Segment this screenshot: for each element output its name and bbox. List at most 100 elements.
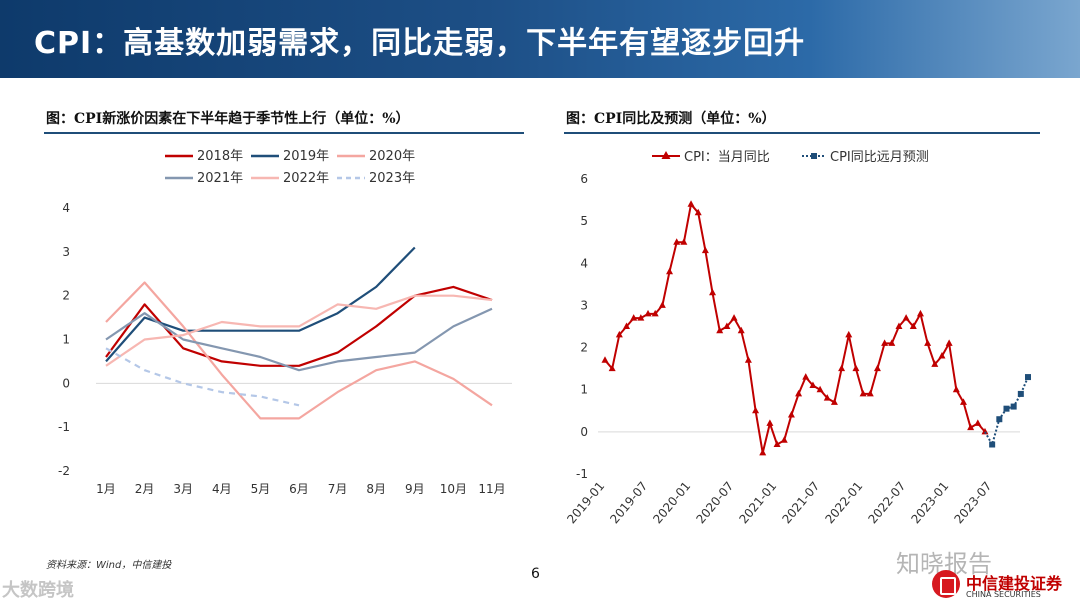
- right-point-marker: [608, 364, 616, 372]
- right-point-marker: [730, 314, 738, 321]
- right-point-marker: [737, 326, 745, 334]
- right-point-marker: [996, 416, 1003, 423]
- left-x-tick-label: 10月: [440, 482, 467, 496]
- right-point-marker: [823, 394, 831, 401]
- left-figure-title: 图：CPI新涨价因素在下半年趋于季节性上行（单位：%）: [46, 111, 410, 127]
- left-x-tick-label: 3月: [173, 482, 193, 496]
- left-legend-label: 2018年: [197, 149, 243, 164]
- right-point-marker: [974, 419, 982, 426]
- right-point-marker: [909, 322, 917, 329]
- right-point-marker: [881, 339, 889, 346]
- right-y-tick-label: 3: [580, 298, 588, 312]
- right-point-marker: [952, 385, 960, 393]
- right-point-marker: [759, 448, 767, 456]
- right-point-marker: [1025, 374, 1031, 381]
- right-series-line: [604, 203, 986, 454]
- right-point-marker: [873, 364, 881, 372]
- right-point-marker: [744, 356, 752, 363]
- left-y-tick-label: 3: [62, 245, 70, 259]
- right-point-marker: [787, 411, 795, 418]
- footer-source: 资料来源：Wind，中信建投: [46, 560, 172, 571]
- right-x-tick-label: 2023-07: [951, 479, 994, 526]
- left-x-tick-label: 2月: [135, 482, 155, 496]
- right-legend-label: CPI同比远月预测: [830, 150, 929, 165]
- right-point-marker: [809, 381, 817, 388]
- right-point-marker: [766, 419, 774, 426]
- left-y-tick-label: 2: [62, 289, 70, 303]
- right-point-marker: [1003, 405, 1010, 412]
- right-y-tick-label: 0: [580, 425, 588, 439]
- left-series-line: [105, 294, 493, 367]
- left-y-tick-label: 4: [62, 201, 70, 215]
- right-point-marker: [615, 330, 623, 338]
- left-x-tick-label: 6月: [289, 482, 309, 496]
- left-legend-label: 2020年: [369, 149, 415, 164]
- left-x-tick-label: 5月: [251, 482, 271, 496]
- right-point-marker: [959, 398, 967, 405]
- left-x-tick-label: 11月: [478, 482, 505, 496]
- right-point-marker: [673, 238, 681, 245]
- right-y-tick-label: 5: [580, 214, 588, 228]
- right-point-marker: [701, 246, 709, 254]
- left-legend-label: 2019年: [283, 149, 329, 164]
- left-x-tick-label: 7月: [328, 482, 348, 496]
- right-point-marker: [637, 314, 645, 321]
- right-point-marker: [802, 373, 810, 380]
- right-x-tick-label: 2023-01: [908, 479, 951, 526]
- right-point-marker: [888, 339, 896, 346]
- right-point-marker: [773, 440, 781, 447]
- right-point-marker: [859, 389, 867, 397]
- right-point-marker: [916, 309, 924, 317]
- left-series-line: [105, 246, 416, 363]
- right-point-marker: [709, 288, 717, 296]
- left-series-line: [105, 347, 300, 407]
- right-x-tick-label: 2020-01: [650, 479, 693, 526]
- right-y-tick-label: 4: [580, 256, 588, 270]
- right-point-marker: [845, 330, 853, 338]
- header-banner: CPI：高基数加弱需求，同比走弱，下半年有望逐步回升: [0, 0, 1080, 78]
- right-point-marker: [658, 301, 666, 308]
- right-figure-rule: [564, 132, 1040, 134]
- right-y-tick-label: -1: [576, 467, 588, 481]
- left-x-tick-label: 1月: [96, 482, 116, 496]
- right-point-marker: [838, 364, 846, 372]
- right-point-marker: [852, 364, 860, 372]
- right-x-tick-label: 2021-01: [736, 479, 779, 526]
- right-point-marker: [866, 389, 874, 397]
- right-point-marker: [716, 326, 724, 334]
- right-point-marker: [981, 427, 989, 435]
- right-point-marker: [902, 314, 910, 321]
- right-point-marker: [938, 352, 946, 359]
- left-y-tick-label: -1: [58, 420, 70, 434]
- right-point-marker: [651, 309, 659, 317]
- page-number: 6: [531, 566, 540, 582]
- right-point-marker: [830, 398, 838, 405]
- right-point-marker: [816, 385, 824, 393]
- left-y-tick-label: -2: [58, 464, 70, 478]
- right-point-marker: [1017, 390, 1024, 397]
- left-series-line: [105, 285, 493, 367]
- right-legend-marker: [661, 151, 671, 159]
- left-series-line: [105, 307, 493, 372]
- right-x-tick-label: 2019-01: [564, 479, 607, 526]
- page-title: CPI：高基数加弱需求，同比走弱，下半年有望逐步回升: [34, 26, 806, 61]
- brand-emblem-icon: [932, 570, 960, 598]
- right-point-marker: [601, 356, 609, 363]
- left-y-tick-label: 0: [62, 376, 70, 390]
- right-point-marker: [666, 267, 674, 275]
- right-x-tick-label: 2019-07: [607, 479, 650, 526]
- right-y-tick-label: 6: [580, 172, 588, 186]
- right-x-tick-label: 2020-07: [693, 479, 736, 526]
- watermark-left: 大数跨境: [2, 580, 74, 601]
- right-figure-title: 图：CPI同比及预测（单位：%）: [566, 111, 776, 127]
- right-point-marker: [780, 436, 788, 443]
- right-y-tick-label: 2: [580, 341, 588, 355]
- right-x-tick-label: 2022-01: [822, 479, 865, 526]
- left-figure-rule: [44, 132, 524, 134]
- brand-name-cn: 中信建投证券: [966, 574, 1063, 593]
- left-y-tick-label: 1: [62, 333, 70, 347]
- right-point-marker: [752, 406, 760, 414]
- right-point-marker: [644, 309, 652, 317]
- left-chart: -2 -1 0 1 2 3 4 1月 2月 3月 4月 5月 6月 7月 8月 9月 10月 11月 2018年 20…: [58, 149, 512, 496]
